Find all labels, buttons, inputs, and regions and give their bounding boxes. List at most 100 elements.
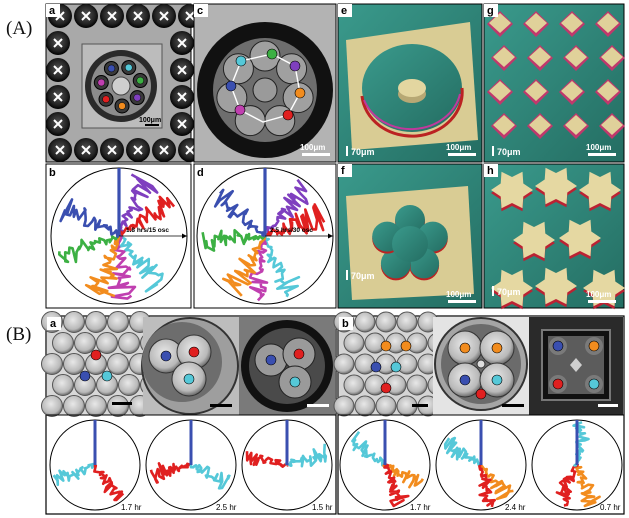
panel-b-b-image-3	[529, 317, 623, 415]
trajectory-line	[245, 451, 289, 468]
droplet	[41, 395, 63, 417]
x-mark-icon	[159, 11, 169, 21]
trajectory-line	[478, 463, 496, 508]
colored-marker	[282, 109, 294, 121]
x-mark-icon	[81, 11, 91, 21]
droplet	[63, 395, 85, 417]
colored-marker	[97, 78, 106, 87]
panel-a-h-letter: h	[487, 165, 494, 177]
panel-b-a-image-3	[239, 317, 335, 415]
droplet	[63, 353, 85, 375]
panel-b-a-time-2: 2.5 hr	[216, 503, 237, 512]
x-mark-icon	[177, 119, 187, 129]
panel-a-d-letter: d	[197, 167, 204, 179]
colored-marker	[390, 361, 402, 373]
panel-a-e-letter: e	[341, 5, 347, 17]
panel-b-a-time-3: 1.5 hr	[312, 503, 333, 512]
droplet	[74, 332, 96, 354]
x-mark-icon	[185, 11, 195, 21]
post-top	[493, 115, 515, 135]
panel-a-g-scale: 100μm	[586, 143, 611, 152]
x-mark-icon	[53, 65, 63, 75]
droplet	[107, 395, 129, 417]
trajectory-line	[382, 463, 425, 489]
trajectory-line	[351, 431, 387, 468]
post-top	[597, 13, 619, 33]
colored-marker	[289, 60, 301, 72]
panel-b-a-time-1: 1.7 hr	[121, 503, 142, 512]
panel-a-b-plot: b 1.8 hrs/15 osc	[45, 163, 192, 309]
droplet	[333, 395, 355, 417]
x-mark-icon	[53, 92, 63, 102]
panel-a-c-image: c 100μm	[193, 3, 337, 163]
colored-marker	[118, 102, 126, 110]
trajectory-line	[264, 203, 326, 238]
panel-a-c-letter: c	[197, 5, 203, 17]
post-top	[565, 47, 587, 67]
panel-b-b-letter: b	[342, 318, 349, 330]
post-top	[525, 13, 547, 33]
colored-marker	[101, 370, 113, 382]
colored-marker	[90, 349, 102, 361]
section-b-label: (B)	[6, 324, 31, 345]
star-top	[513, 221, 555, 259]
trajectory-line	[118, 173, 159, 237]
droplet	[375, 311, 397, 333]
star-top	[579, 171, 621, 209]
post-top	[493, 47, 515, 67]
x-mark-icon	[53, 38, 63, 48]
droplet	[85, 311, 107, 333]
trajectory-line	[84, 235, 121, 298]
droplet	[52, 332, 74, 354]
x-mark-icon	[185, 145, 195, 155]
droplet	[85, 395, 107, 417]
droplet	[107, 311, 129, 333]
trajectory-line	[575, 464, 601, 508]
star-top	[535, 167, 577, 205]
panel-a-e-scale: 100μm	[446, 143, 471, 152]
droplet	[333, 353, 355, 375]
panel-a-h-height: 70μm	[497, 287, 521, 297]
panel-a-f-height: 70μm	[351, 271, 375, 281]
colored-marker	[225, 80, 237, 92]
trajectory-line	[93, 463, 125, 502]
x-mark-icon	[107, 11, 117, 21]
trajectory-line	[248, 235, 269, 302]
trajectory-line	[201, 228, 266, 252]
panel-a-a-scale: 100μm	[139, 117, 161, 124]
droplet	[52, 374, 74, 396]
panel-b-b-time-1: 1.7 hr	[410, 503, 431, 512]
droplet	[406, 374, 428, 396]
trajectory-line	[189, 463, 231, 490]
colored-marker	[107, 64, 116, 73]
colored-marker	[235, 55, 247, 67]
panel-a-f-scale: 100μm	[446, 290, 471, 299]
post-top	[489, 81, 511, 101]
trajectory-line	[52, 462, 96, 487]
droplet	[343, 374, 365, 396]
post-top	[601, 47, 623, 67]
x-mark-icon	[133, 11, 143, 21]
panel-a-h-render: h 70μm 100μm	[483, 163, 625, 310]
droplet	[118, 332, 140, 354]
post-top	[525, 81, 547, 101]
panel-b-a-letter: a	[50, 318, 57, 330]
panel-a-a-image: a 100μm	[45, 3, 202, 163]
colored-marker	[136, 76, 144, 85]
colored-marker	[370, 361, 382, 373]
trajectory-line	[118, 195, 176, 238]
x-mark-icon	[177, 92, 187, 102]
star-top	[583, 269, 625, 307]
colored-marker	[294, 87, 306, 99]
droplet	[107, 353, 129, 375]
panel-a-b-time: 1.8 hrs/15 osc	[126, 227, 169, 234]
colored-marker	[400, 340, 412, 352]
panel-a-g-letter: g	[487, 5, 494, 17]
post-top	[597, 81, 619, 101]
panel-b-b-time-2: 2.4 hr	[505, 503, 526, 512]
colored-marker	[102, 95, 110, 104]
trajectory-line	[263, 235, 301, 298]
post-top	[529, 47, 551, 67]
panel-a-e-height: 70μm	[351, 147, 375, 157]
panel-b-b-time-3: 0.7 hr	[600, 503, 621, 512]
